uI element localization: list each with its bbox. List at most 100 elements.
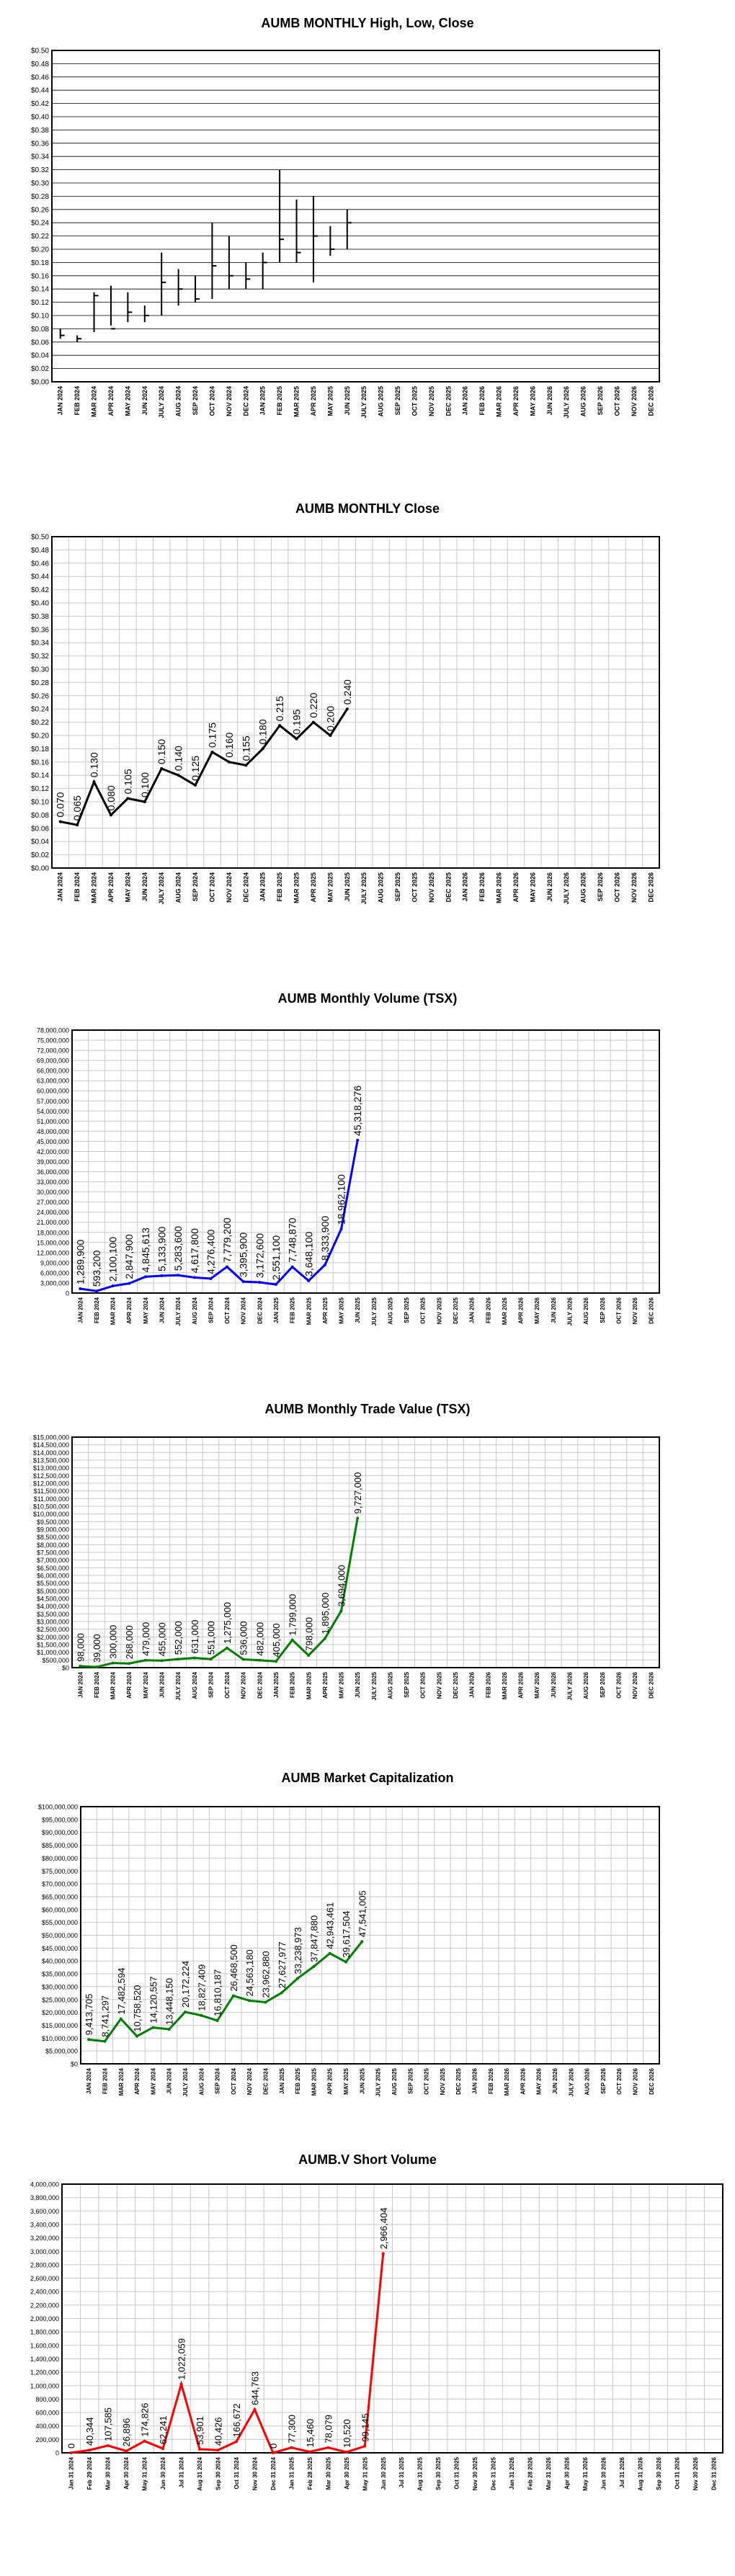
x-tick-label: SEP 2024 [192, 872, 199, 901]
series-line [80, 1518, 359, 1668]
x-tick-label: MAY 2025 [326, 386, 334, 416]
data-point [106, 2443, 110, 2447]
x-tick-label: JAN 2025 [279, 2067, 285, 2094]
data-point [339, 1227, 343, 1231]
data-point [200, 2013, 203, 2017]
data-point [109, 813, 112, 817]
data-point [135, 2034, 139, 2038]
x-tick-label: JUN 2025 [359, 2067, 365, 2094]
y-tick-label: $35,000,000 [42, 1971, 78, 1978]
y-tick-label: $0.16 [31, 759, 49, 766]
y-tick-label: 39,000,000 [37, 1158, 69, 1166]
x-tick-label: JUN 2025 [344, 872, 351, 902]
x-tick-label: JAN 2024 [77, 1297, 84, 1323]
data-label: 107,585 [103, 2407, 114, 2441]
data-label: 479,000 [141, 1622, 151, 1656]
data-label: 18,962,100 [336, 1174, 347, 1225]
y-tick-label: $3,500,000 [37, 1611, 69, 1618]
y-tick-label: $5,000,000 [37, 1588, 69, 1595]
y-tick-label: $0.30 [31, 666, 49, 674]
x-tick-label: Jan 31 2025 [288, 2456, 295, 2489]
y-tick-label: $0.24 [31, 706, 49, 714]
x-tick-label: Jun 30 2026 [600, 2456, 607, 2490]
x-tick-label: OCT 2025 [420, 1297, 427, 1323]
data-point [94, 1289, 98, 1293]
y-tick-label: $50,000,000 [42, 1932, 78, 1939]
y-tick-label: $0.02 [31, 365, 49, 373]
y-tick-label: $5,500,000 [37, 1580, 69, 1587]
y-tick-label: $10,000,000 [42, 2035, 78, 2042]
x-tick-label: DEC 2025 [455, 2067, 462, 2094]
y-tick-label: 4,000,000 [30, 2181, 59, 2188]
data-label: 2,100,100 [107, 1237, 119, 1282]
x-tick-label: MAR 2025 [311, 2067, 317, 2096]
x-tick-label: Jan 31 2024 [68, 2456, 75, 2489]
y-tick-label: 3,000,000 [40, 1279, 69, 1287]
data-point [271, 2451, 275, 2454]
y-tick-label: $0.44 [31, 87, 49, 95]
x-tick-label: FEB 2024 [74, 872, 81, 902]
y-tick-label: 24,000,000 [37, 1209, 69, 1216]
x-tick-label: JULY 2024 [158, 386, 165, 419]
data-point [311, 720, 315, 724]
data-label: 0.150 [156, 739, 167, 764]
data-point [344, 2451, 348, 2454]
y-tick-label: $0.40 [31, 600, 49, 608]
chart-monthly-trade-value: AUMB Monthly Trade Value (TSX) $0$500,000… [33, 1402, 660, 1701]
y-tick-label: 1,800,000 [30, 2329, 59, 2336]
data-point [360, 1940, 364, 1944]
x-tick-label: SEP 2024 [208, 1297, 214, 1323]
x-tick-label: Nov 30 2025 [472, 2456, 478, 2490]
x-tick-label: JAN 2025 [259, 872, 267, 902]
chart-short-volume: AUMB.V Short Volume 0 200,000 400,000 600,00… [30, 2152, 723, 2491]
x-tick-label: MAY 2026 [534, 1671, 540, 1698]
y-tick-label: $9,500,000 [37, 1519, 69, 1526]
x-tick-label: MAY 2025 [339, 1671, 345, 1698]
y-tick-label: $70,000,000 [42, 1881, 78, 1888]
data-label: 0.160 [223, 733, 235, 758]
x-tick-label: NOV 2024 [241, 1297, 247, 1324]
x-tick-label: Aug 31 2025 [417, 2456, 424, 2490]
x-tick-label: JUN 2025 [355, 1297, 361, 1323]
x-tick-label: DEC 2024 [257, 1297, 263, 1323]
y-tick-label: $0.10 [31, 799, 49, 807]
x-tick-label: Jan 31 2026 [509, 2456, 515, 2489]
x-tick-label: May 31 2026 [582, 2456, 589, 2490]
x-tick-label: AUG 2025 [387, 1297, 393, 1324]
data-point [248, 1999, 251, 2003]
data-point [312, 1964, 316, 1968]
chart-high-low-close: AUMB MONTHLY High, Low, Close $0.00 $0.02 $… [31, 16, 660, 419]
data-label: 4,276,400 [205, 1229, 216, 1274]
x-tick-label: DEC 2026 [647, 872, 654, 903]
y-tick-label: 3,800,000 [30, 2194, 59, 2201]
x-tick-label: JUN 2026 [552, 2067, 558, 2094]
data-point [79, 1664, 82, 1668]
y-tick-label: 33,000,000 [37, 1179, 69, 1186]
x-tick-label: SEP 2024 [215, 2067, 221, 2093]
data-point [226, 1265, 229, 1269]
data-label: 18,827,409 [196, 1964, 207, 2011]
data-label: 26,468,500 [228, 1944, 239, 1991]
data-point [58, 820, 62, 823]
y-tick-label: $55,000,000 [42, 1919, 78, 1926]
data-point [198, 2447, 202, 2451]
series-line [60, 708, 349, 826]
chart-title: AUMB Monthly Volume (TSX) [278, 991, 458, 1006]
x-tick-label: Jun 30 2025 [380, 2456, 387, 2490]
x-tick-label: JAN 2024 [57, 386, 64, 416]
data-point [126, 797, 130, 800]
data-label: 0.175 [206, 723, 218, 748]
x-tick-label: DEC 2026 [649, 1297, 655, 1323]
data-label: 3,648,100 [303, 1231, 314, 1276]
data-label: 0.130 [89, 752, 100, 777]
x-tick-label: FEB 2025 [276, 386, 283, 416]
x-tick-label: MAR 2026 [502, 1297, 508, 1325]
y-tick-label: $0.40 [31, 114, 49, 122]
x-tick-label: AUG 2026 [580, 872, 587, 903]
x-tick-label: NOV 2024 [226, 386, 233, 416]
x-tick-label: Sep 30 2025 [435, 2456, 442, 2490]
x-tick-label: APR 2024 [107, 872, 115, 903]
x-tick-label: Dec 31 2026 [710, 2456, 717, 2490]
y-tick-label: $90,000,000 [42, 1829, 78, 1836]
x-tick-label: JAN 2024 [86, 2067, 92, 2094]
